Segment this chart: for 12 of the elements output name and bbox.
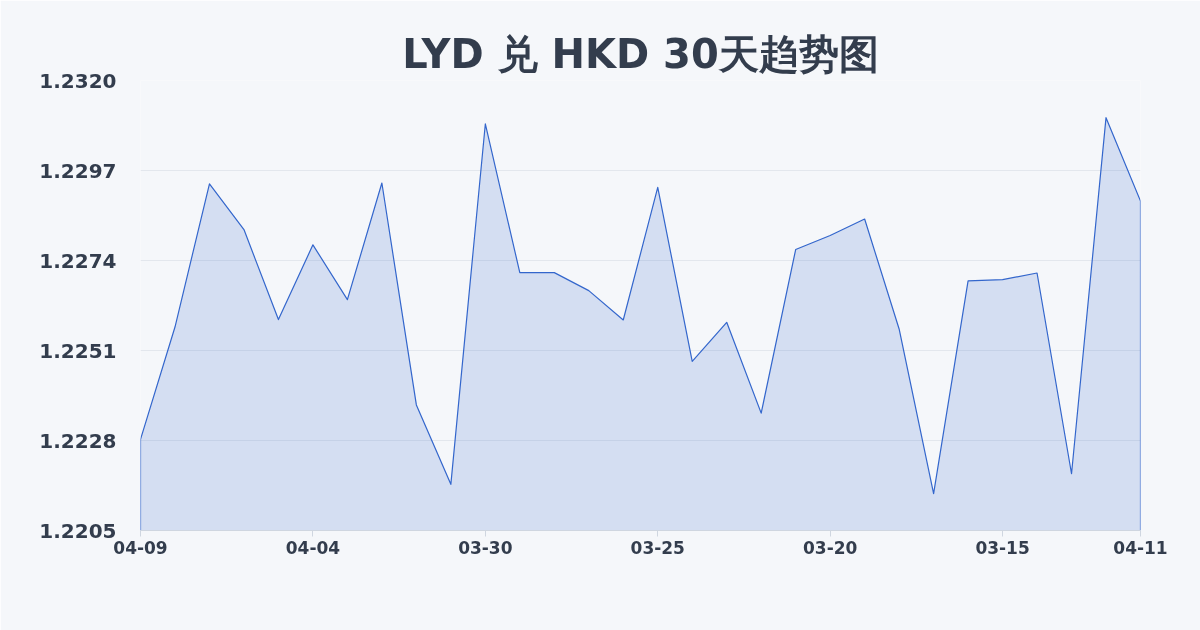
- x-tick-label: 04-11: [1113, 537, 1168, 558]
- y-tick-label: 1.2251: [39, 338, 117, 363]
- x-tick-label: 03-20: [802, 537, 858, 558]
- chart-title: LYD 兑 HKD 30天趋势图: [402, 30, 879, 77]
- y-tick-label: 1.2274: [39, 248, 117, 273]
- y-tick-label: 1.2297: [39, 158, 117, 183]
- x-tick-label: 03-25: [630, 537, 685, 558]
- y-tick-label: 1.2320: [39, 68, 117, 93]
- y-tick-label: 1.2228: [39, 428, 117, 453]
- x-tick-label: 04-04: [285, 537, 341, 558]
- x-tick-label: 03-30: [458, 537, 513, 558]
- x-tick-label: 03-15: [975, 537, 1030, 558]
